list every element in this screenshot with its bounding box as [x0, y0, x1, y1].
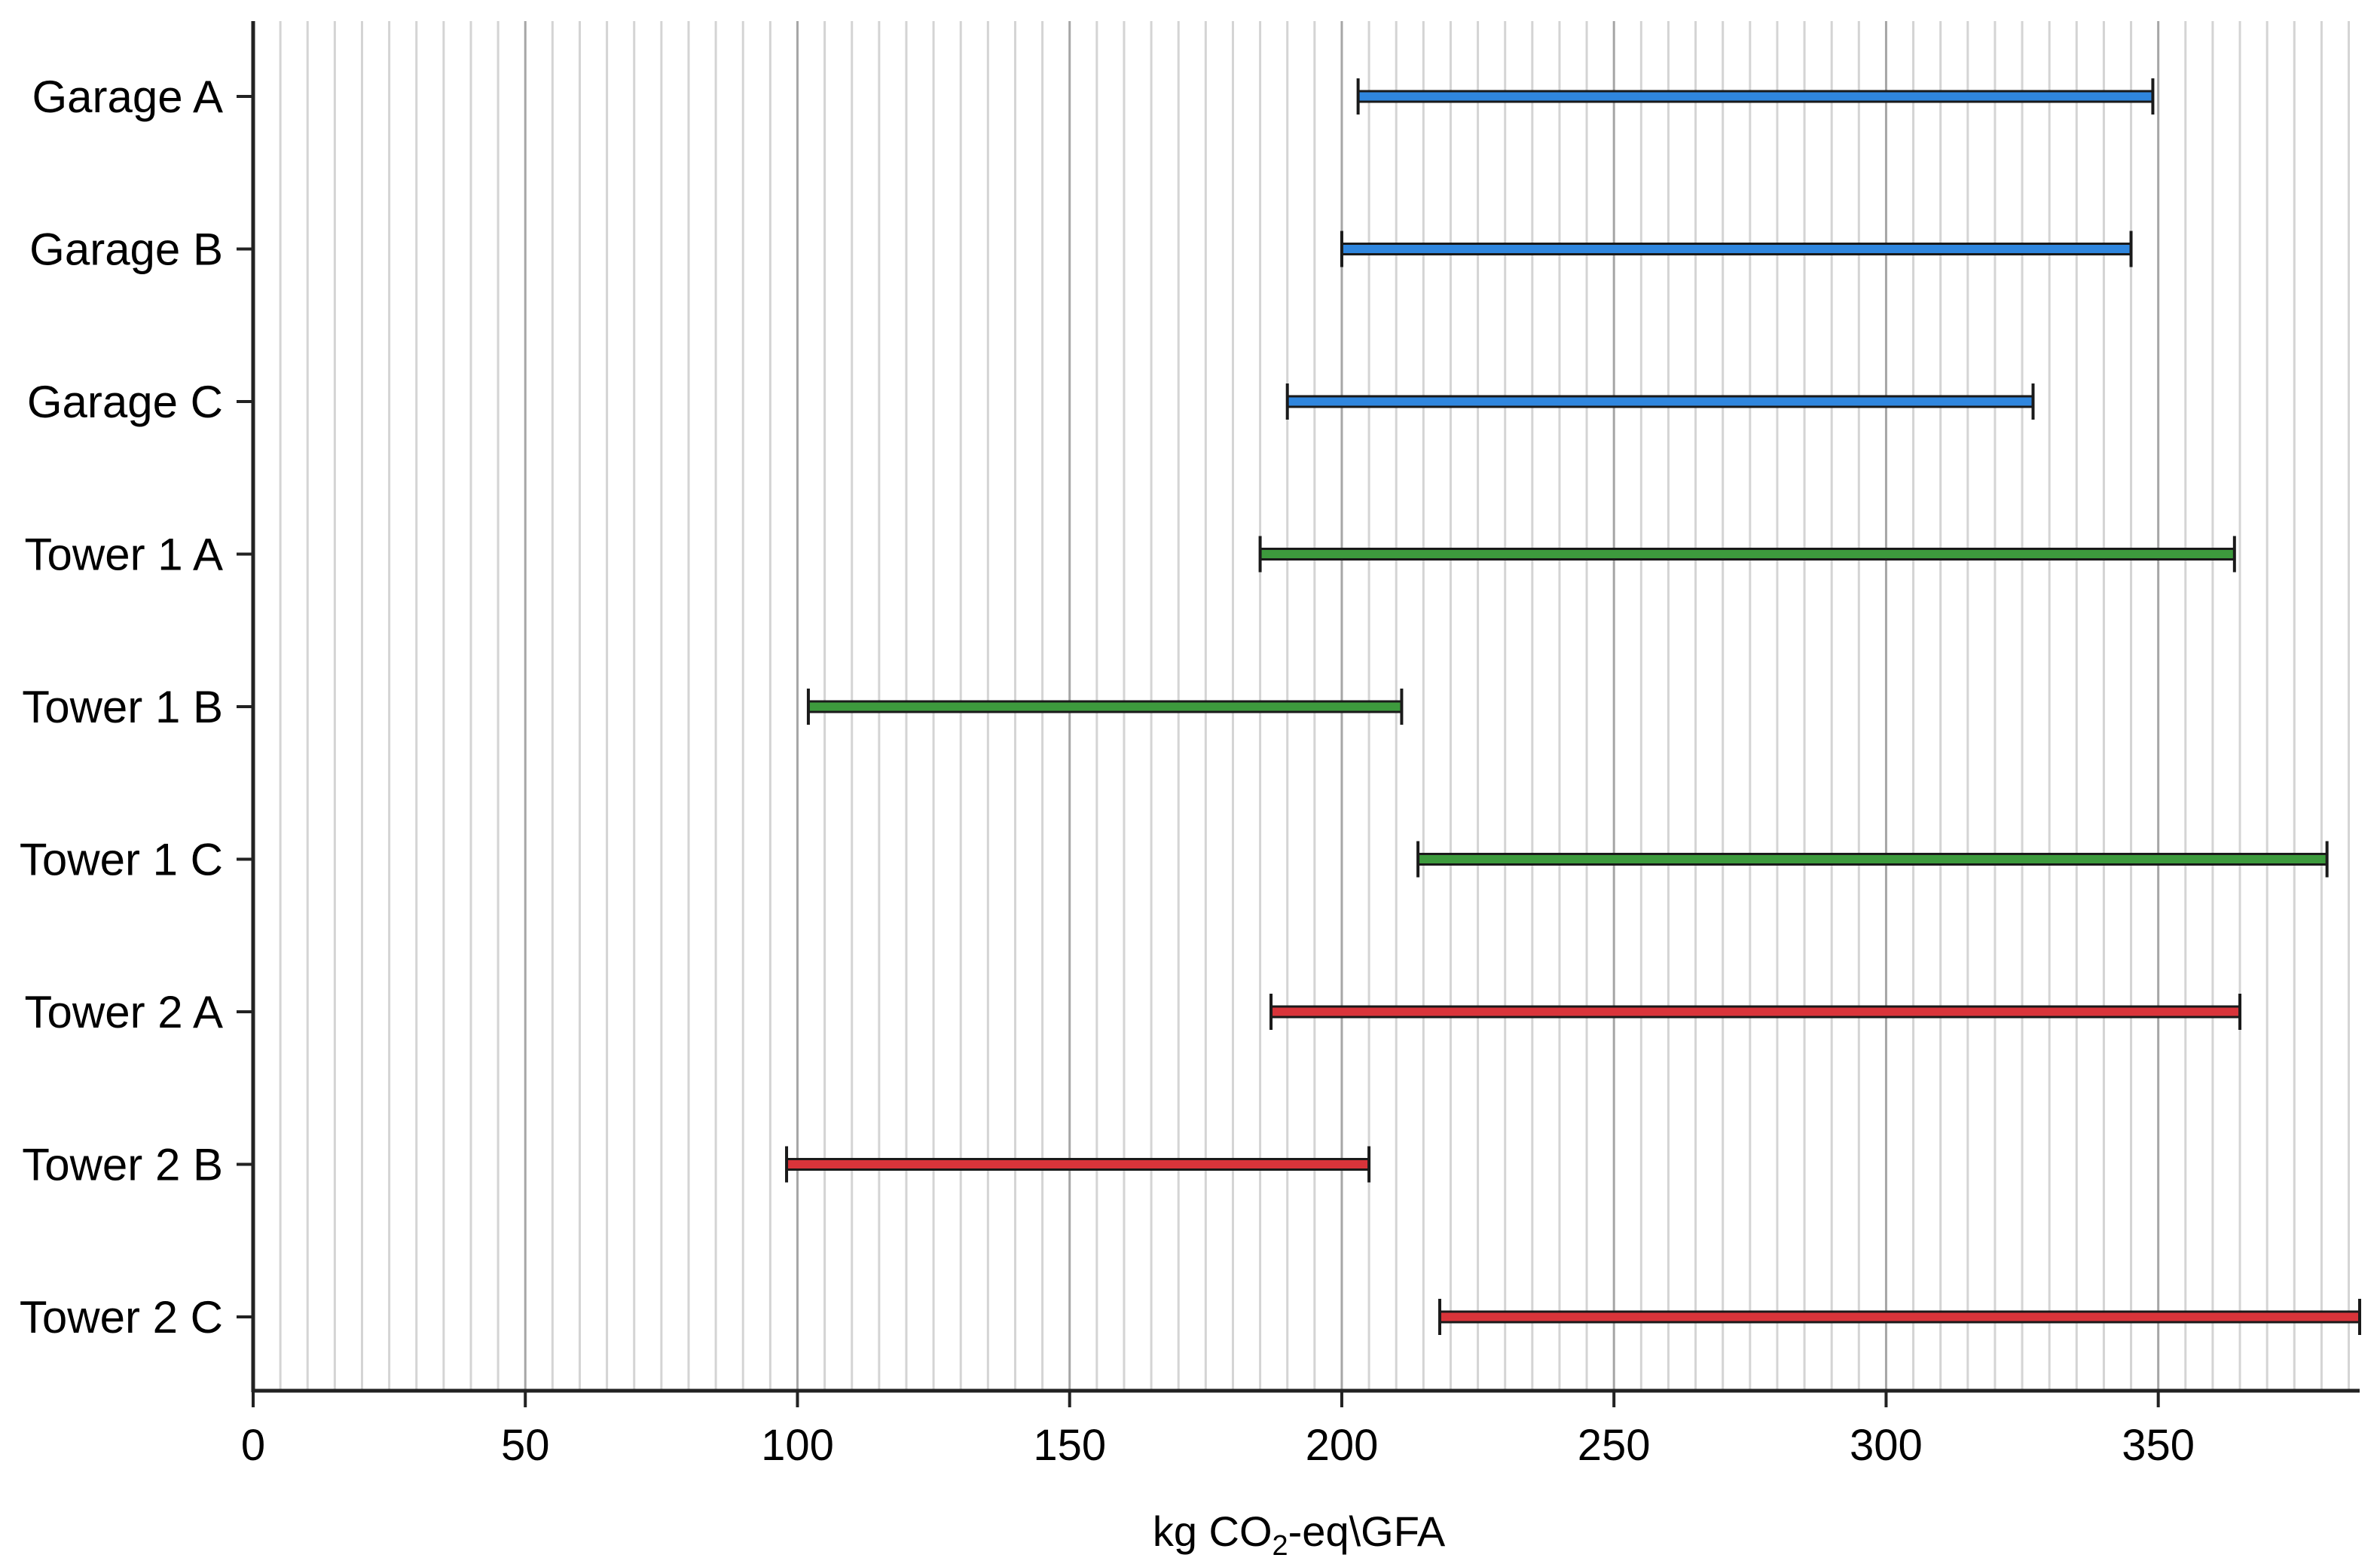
range-bars: [785, 78, 2361, 1335]
x-tick-label: 150: [1033, 1421, 1106, 1470]
range-bar: [1438, 1310, 2361, 1324]
labels: 0 50 100 150 200 250 300 350 Garage A Garage B Gar…: [20, 72, 2195, 1470]
x-tick-label: 100: [761, 1421, 834, 1470]
category-label: Garage B: [29, 225, 223, 275]
x-tick-label: 300: [1850, 1421, 1923, 1470]
category-label: Tower 2 C: [20, 1292, 223, 1343]
category-label: Garage A: [32, 72, 223, 122]
category-label: Garage C: [27, 377, 223, 427]
x-tick-label: 200: [1306, 1421, 1379, 1470]
range-bar: [1286, 395, 2035, 408]
category-label: Tower 1 A: [25, 530, 223, 580]
range-bar: [807, 700, 1403, 713]
x-axis-title: kg CO2-eq\GFA: [1153, 1507, 1446, 1562]
category-label: Tower 1 B: [22, 682, 223, 732]
range-bar: [1416, 853, 2329, 866]
x-tick-label: 50: [501, 1421, 550, 1470]
category-label: Tower 2 A: [25, 987, 223, 1037]
range-bar: [1269, 1005, 2241, 1019]
x-tick-label: 250: [1578, 1421, 1651, 1470]
x-tick-label: 0: [241, 1421, 265, 1470]
category-label: Tower 2 B: [22, 1140, 223, 1190]
category-label: Tower 1 C: [20, 835, 223, 885]
range-bar: [1357, 90, 2154, 103]
range-bar: [785, 1158, 1370, 1171]
x-tick-label: 350: [2122, 1421, 2195, 1470]
range-bar: [1259, 548, 2236, 561]
range-bar: [1340, 243, 2133, 255]
axes: [237, 21, 2360, 1407]
